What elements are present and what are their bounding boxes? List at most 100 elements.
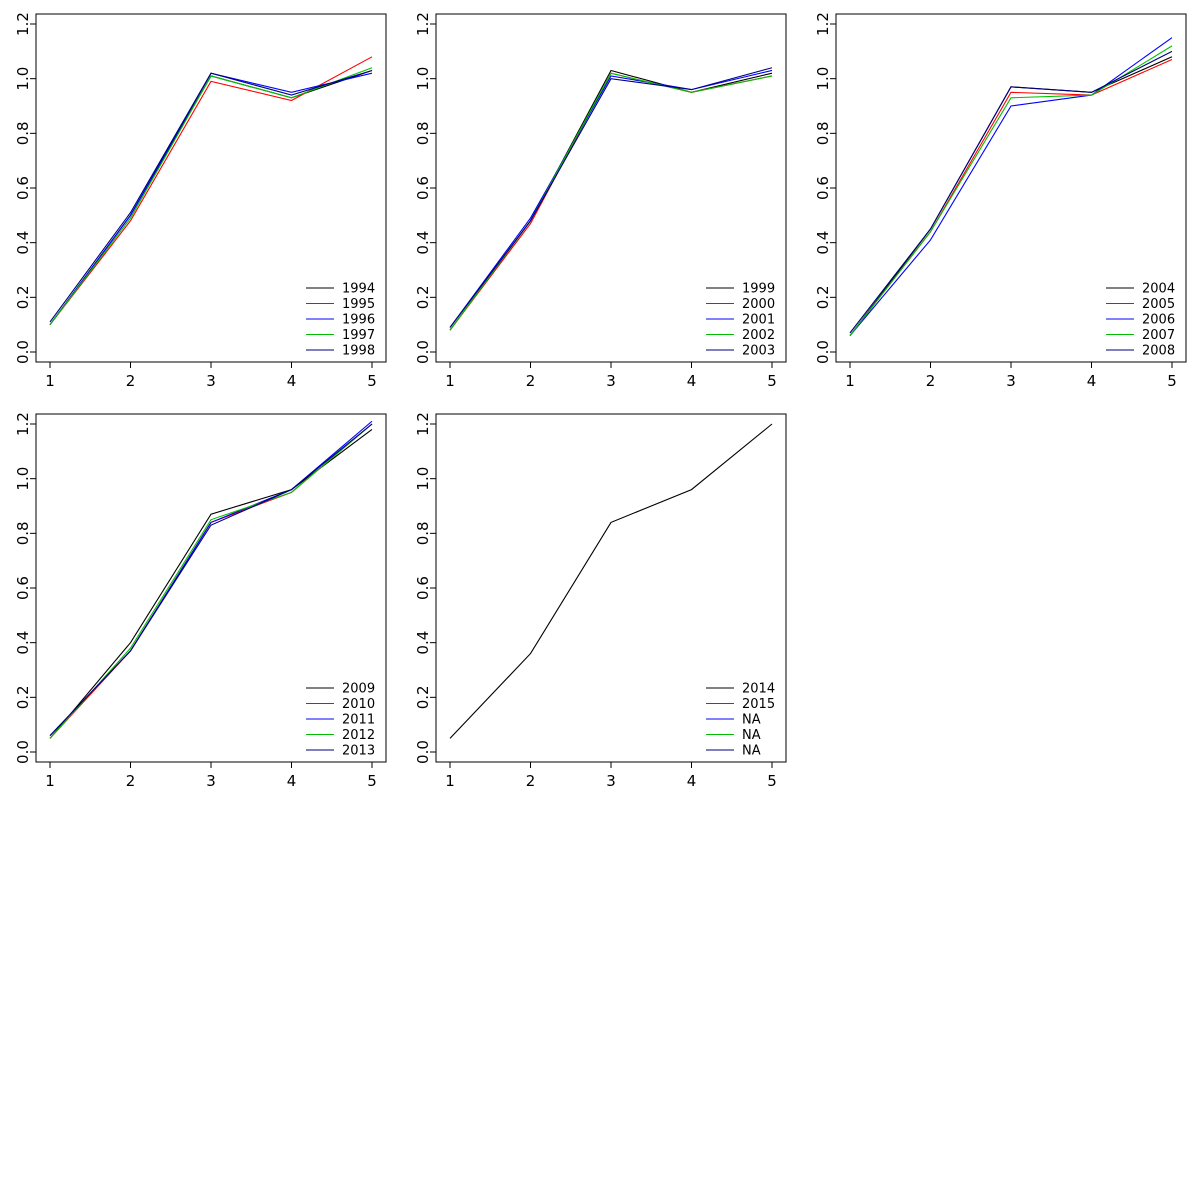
- plot-box: [35, 13, 387, 363]
- legend-label-2005: 2005: [1142, 297, 1175, 312]
- y-tick-label: 1.0: [814, 67, 832, 91]
- series-line-1994: [49, 69, 373, 325]
- series-line-2009: [49, 429, 373, 739]
- legend-label-NA: NA: [742, 728, 761, 743]
- legend-label-2004: 2004: [1142, 282, 1175, 297]
- legend-label-1994: 1994: [342, 282, 375, 297]
- y-tick-label: 1.0: [414, 67, 432, 91]
- series-line-2000: [449, 72, 773, 331]
- y-tick-label: 1.2: [414, 412, 432, 436]
- y-tick-label: 0.6: [14, 576, 32, 600]
- plot-box: [435, 413, 787, 763]
- chart-panel-2014-2015: 1 2 3 4 5 0.0 0.2 0.4 0.6 0.8 1.0 1.2 2014 2015 NA NA NA: [400, 400, 800, 800]
- legend-label-2002: 2002: [742, 328, 775, 343]
- x-tick-label: 4: [287, 372, 297, 390]
- legend-label-1999: 1999: [742, 282, 775, 297]
- legend-label-1995: 1995: [342, 297, 375, 312]
- y-tick-label: 0.4: [414, 631, 432, 655]
- x-tick-label: 3: [606, 772, 616, 790]
- x-tick-label: 5: [767, 772, 777, 790]
- y-tick-label: 1.2: [14, 412, 32, 436]
- legend-label-2013: 2013: [342, 744, 375, 759]
- legend-label-2008: 2008: [1142, 344, 1175, 359]
- y-tick-label: 0.2: [414, 685, 432, 709]
- series-line-1999: [449, 69, 773, 331]
- x-tick-label: 1: [45, 372, 55, 390]
- legend-label-2011: 2011: [342, 713, 375, 728]
- plot-box: [35, 413, 387, 763]
- plot-box: [435, 13, 787, 363]
- legend-label-2006: 2006: [1142, 313, 1175, 328]
- legend-label-1998: 1998: [342, 344, 375, 359]
- y-tick-label: 0.6: [414, 176, 432, 200]
- legend-label-2012: 2012: [342, 728, 375, 743]
- x-tick-label: 2: [126, 772, 136, 790]
- legend-label-1996: 1996: [342, 313, 375, 328]
- y-tick-label: 0.8: [414, 521, 432, 545]
- x-tick-label: 1: [445, 372, 455, 390]
- y-tick-label: 0.4: [414, 231, 432, 255]
- series-line-2012: [49, 423, 373, 739]
- series-line-2006: [849, 37, 1173, 336]
- y-tick-label: 0.4: [814, 231, 832, 255]
- series-line-2013: [49, 423, 373, 736]
- x-tick-label: 1: [845, 372, 855, 390]
- y-tick-label: 0.8: [414, 121, 432, 145]
- x-tick-label: 3: [206, 372, 216, 390]
- series-line-2001: [449, 69, 773, 328]
- series-line-2002: [449, 72, 773, 331]
- y-tick-label: 0.8: [14, 521, 32, 545]
- y-tick-label: 0.6: [14, 176, 32, 200]
- chart-panel-1994-1998: 1 2 3 4 5 0.0 0.2 0.4 0.6 0.8 1.0 1.2 1994 1995 1996 19…: [0, 0, 400, 400]
- chart-svg: 1 2 3 4 50.00.20.40.60.81.01.219992000200120…: [414, 12, 787, 390]
- y-tick-label: 0.0: [814, 340, 832, 364]
- charts-grid: 1 2 3 4 5 0.0 0.2 0.4 0.6 0.8 1.0 1.2 1994 1995 1996 19…: [0, 0, 1187, 800]
- x-tick-label: 2: [126, 372, 136, 390]
- plot-box: [835, 13, 1187, 363]
- series-line-1998: [49, 69, 373, 323]
- chart-svg: 1 2 3 4 50.00.20.40.60.81.01.220042005200620…: [814, 12, 1187, 390]
- y-tick-label: 0.2: [814, 285, 832, 309]
- series-line-2007: [849, 45, 1173, 336]
- series-line-2010: [49, 423, 373, 739]
- y-tick-label: 1.2: [14, 12, 32, 36]
- chart-panel-1999-2003: 1 2 3 4 5 0.0 0.2 0.4 0.6 0.8 1.0 1.2 1999 2000 2001 20…: [400, 0, 800, 400]
- series-line-1997: [49, 67, 373, 325]
- x-tick-label: 2: [926, 372, 936, 390]
- series-line-2003: [449, 67, 773, 328]
- x-tick-label: 5: [767, 372, 777, 390]
- series-line-2005: [849, 59, 1173, 336]
- series-line-2014: [449, 423, 773, 739]
- legend-label-2014: 2014: [742, 682, 775, 697]
- y-tick-label: 0.0: [414, 740, 432, 764]
- y-tick-label: 0.2: [14, 685, 32, 709]
- y-tick-label: 0.8: [814, 121, 832, 145]
- y-tick-label: 0.0: [14, 340, 32, 364]
- legend-label-NA: NA: [742, 713, 761, 728]
- y-tick-label: 0.6: [814, 176, 832, 200]
- legend-label-NA: NA: [742, 744, 761, 759]
- x-tick-label: 2: [526, 772, 536, 790]
- legend-label-2015: 2015: [742, 697, 775, 712]
- y-tick-label: 0.0: [414, 340, 432, 364]
- series-line-2008: [849, 50, 1173, 334]
- x-tick-label: 4: [687, 772, 697, 790]
- y-tick-label: 0.6: [414, 576, 432, 600]
- chart-panel-2009-2013: 1 2 3 4 5 0.0 0.2 0.4 0.6 0.8 1.0 1.2 2009 2010 2011 20…: [0, 400, 400, 800]
- y-tick-label: 1.0: [414, 467, 432, 491]
- legend-label-2003: 2003: [742, 344, 775, 359]
- y-tick-label: 0.2: [14, 285, 32, 309]
- x-tick-label: 1: [445, 772, 455, 790]
- x-tick-label: 5: [367, 772, 377, 790]
- y-tick-label: 0.4: [14, 631, 32, 655]
- chart-svg: 1 2 3 4 50.00.20.40.60.81.01.219941995199619…: [14, 12, 387, 390]
- y-tick-label: 0.2: [414, 285, 432, 309]
- y-tick-label: 1.2: [414, 12, 432, 36]
- legend-label-2010: 2010: [342, 697, 375, 712]
- y-tick-label: 0.4: [14, 231, 32, 255]
- x-tick-label: 5: [1167, 372, 1177, 390]
- legend-label-2009: 2009: [342, 682, 375, 697]
- legend-label-2001: 2001: [742, 313, 775, 328]
- y-tick-label: 1.0: [14, 467, 32, 491]
